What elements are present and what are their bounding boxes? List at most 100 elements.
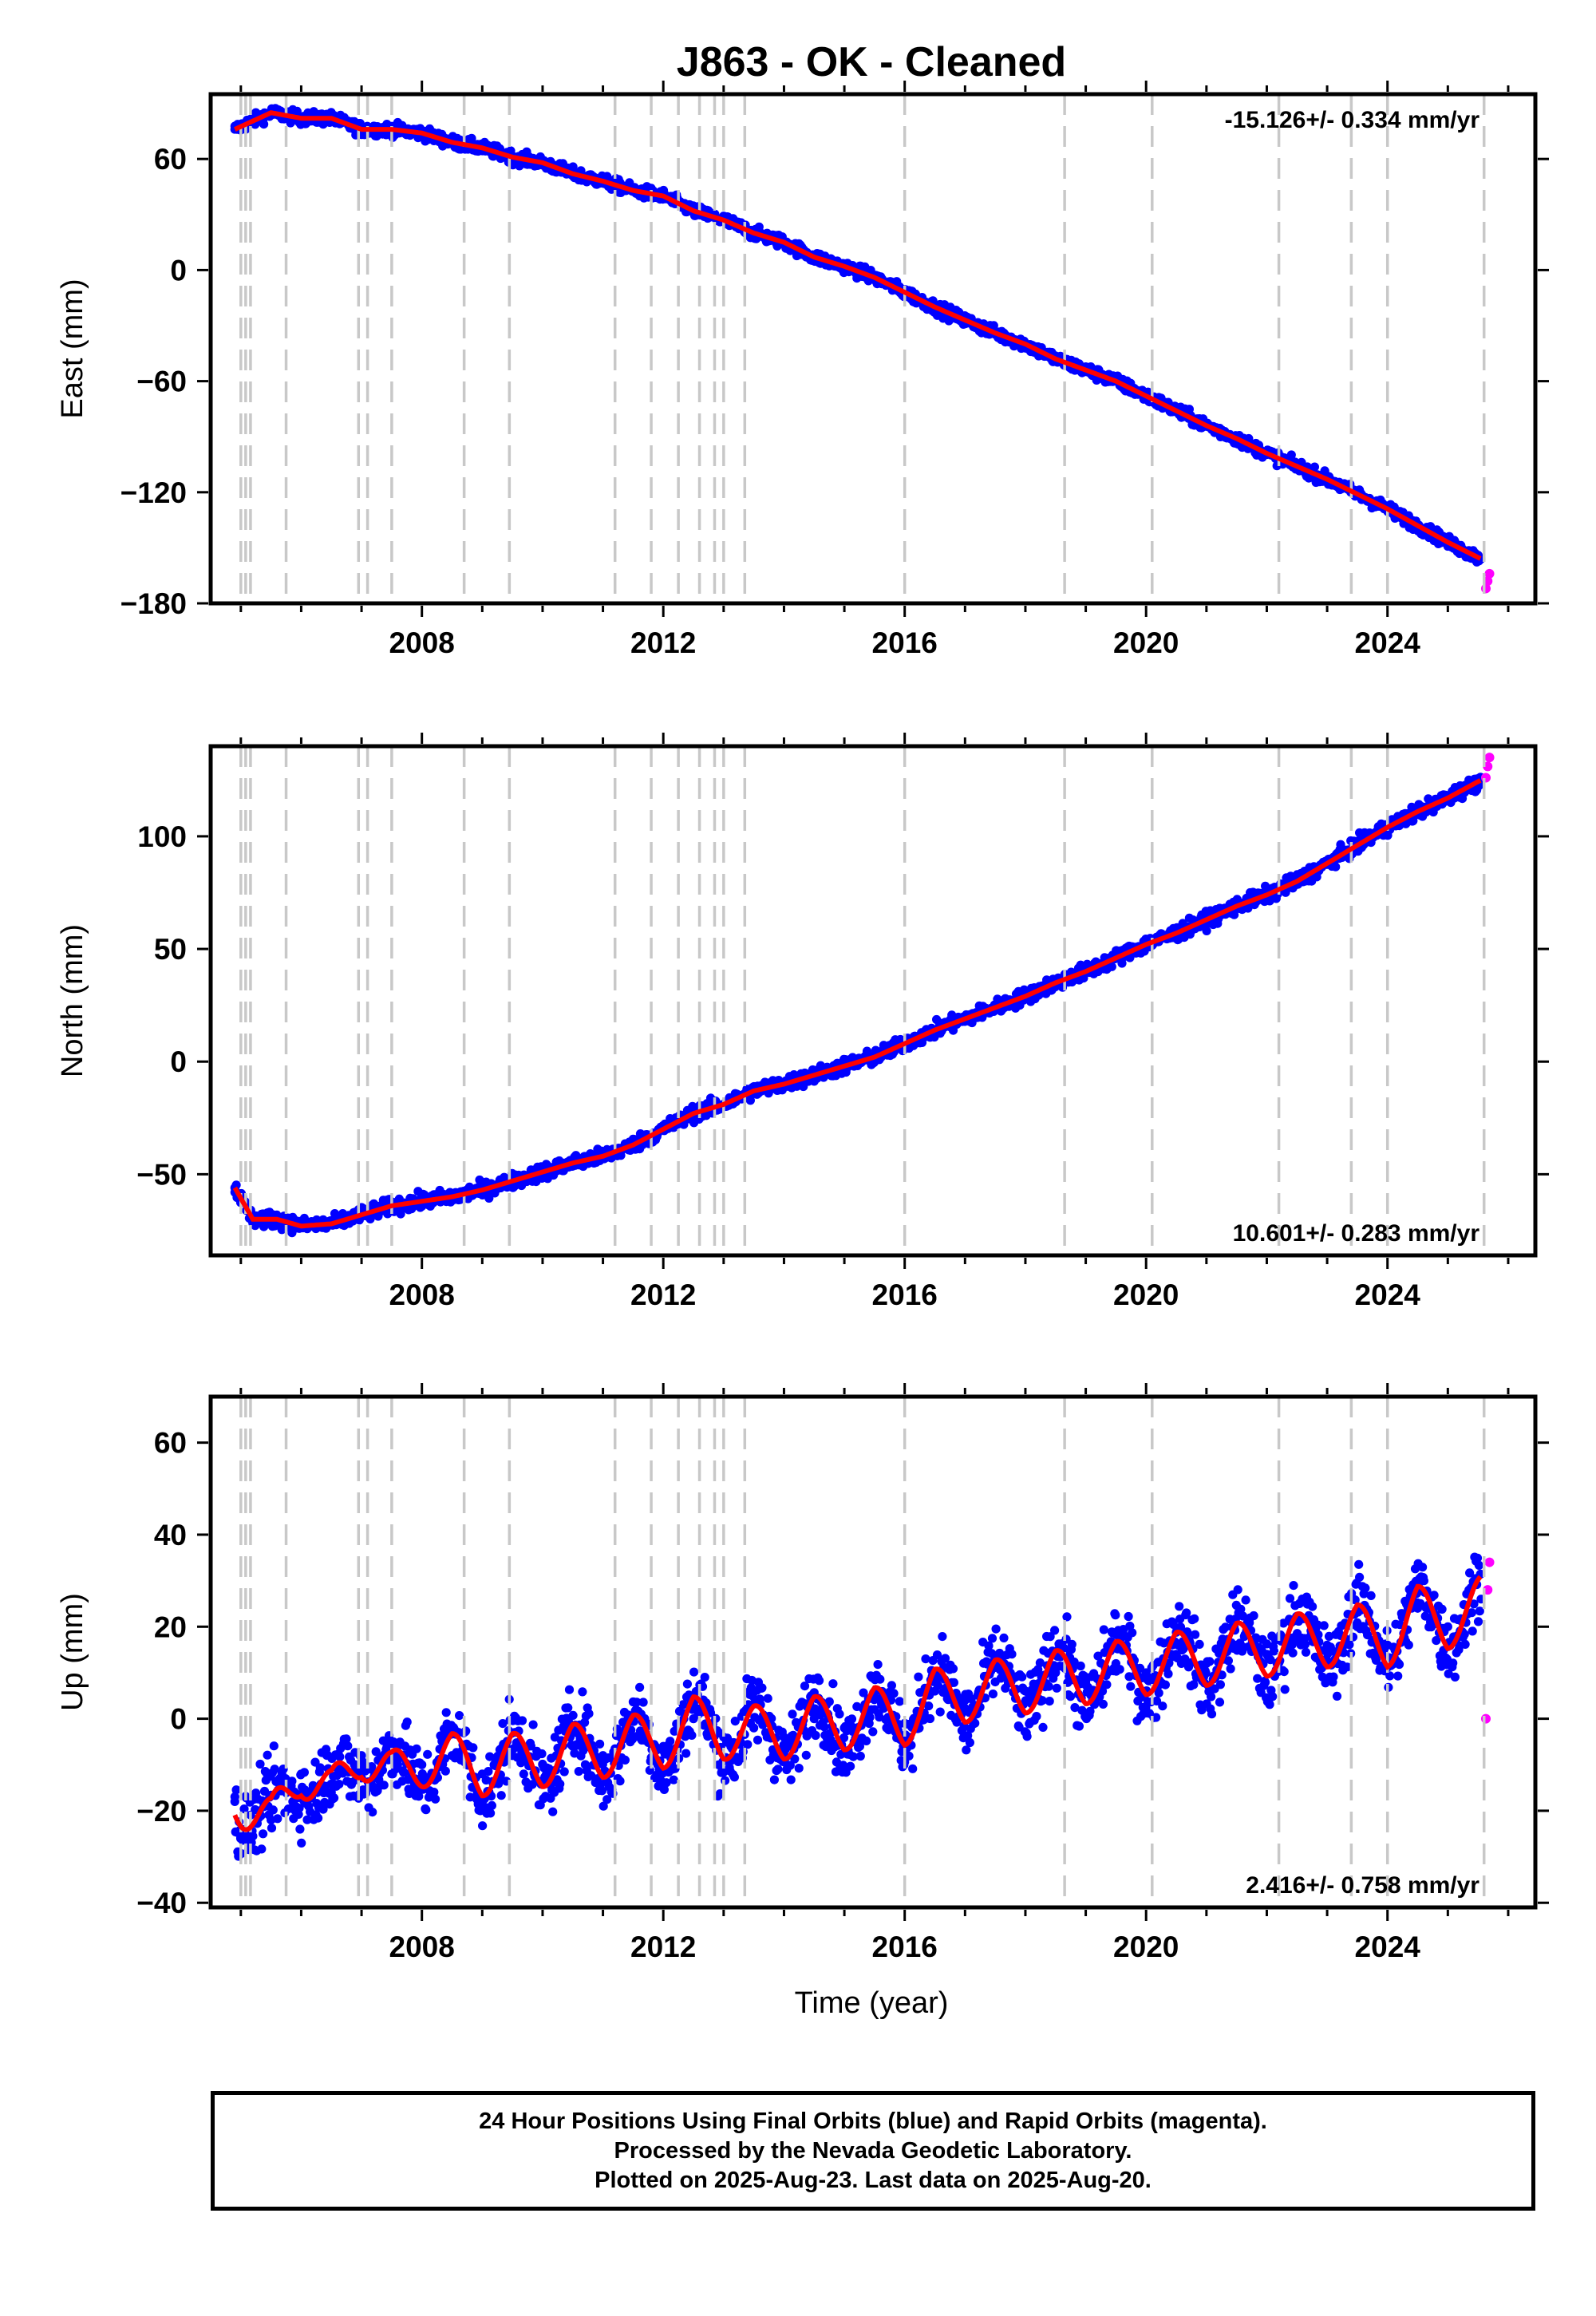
up-final-point: [568, 1710, 578, 1720]
up-final-point: [1124, 1611, 1133, 1622]
north-final-point: [1202, 926, 1211, 935]
up-final-point: [334, 1780, 344, 1789]
up-final-point: [811, 1730, 820, 1741]
up-final-point: [757, 1683, 767, 1693]
north-x-tick-label: 2012: [630, 1279, 696, 1311]
up-final-point: [859, 1688, 868, 1697]
up-final-point: [343, 1741, 353, 1751]
up-final-point: [721, 1776, 730, 1785]
up-final-point: [1098, 1699, 1108, 1709]
up-final-point: [455, 1711, 464, 1721]
up-final-point: [729, 1773, 740, 1782]
up-final-point: [399, 1768, 409, 1777]
up-final-point: [431, 1794, 440, 1804]
east-y-tick-label: −120: [120, 476, 187, 509]
up-final-point: [1044, 1682, 1053, 1691]
east-x-tick-label: 2024: [1355, 626, 1421, 659]
up-final-point: [839, 1761, 848, 1770]
up-final-point: [820, 1722, 829, 1732]
up-final-point: [935, 1707, 945, 1717]
east-y-tick-label: −180: [120, 587, 187, 620]
up-final-point: [1045, 1697, 1054, 1706]
up-final-point: [794, 1764, 804, 1773]
north-x-tick-label: 2024: [1355, 1279, 1421, 1311]
up-final-point: [887, 1681, 896, 1690]
east-plot-frame: [208, 92, 1538, 606]
up-final-point: [1017, 1672, 1027, 1682]
up-final-point: [1035, 1658, 1045, 1668]
up-final-point: [269, 1741, 279, 1751]
east-final-point: [259, 120, 269, 129]
up-final-point: [689, 1667, 699, 1677]
up-final-point: [620, 1755, 630, 1765]
up-final-point: [1093, 1651, 1103, 1661]
up-final-point: [598, 1801, 608, 1811]
up-final-point: [528, 1720, 538, 1729]
up-final-point: [486, 1808, 496, 1818]
up-final-point: [924, 1701, 934, 1711]
up-final-point: [584, 1709, 594, 1718]
up-final-point: [595, 1739, 605, 1749]
up-final-point: [965, 1737, 974, 1748]
up-final-point: [638, 1697, 648, 1707]
up-final-point: [984, 1641, 994, 1650]
up-final-point: [790, 1754, 800, 1764]
up-final-point: [889, 1689, 899, 1698]
north-y-tick-label: 50: [154, 933, 187, 966]
north-final-point: [745, 1096, 756, 1105]
up-final-point: [468, 1743, 478, 1753]
up-final-point: [526, 1741, 536, 1751]
up-final-point: [1085, 1706, 1095, 1716]
north-rapid-point: [1480, 773, 1491, 783]
up-final-point: [1032, 1712, 1041, 1721]
up-final-point: [875, 1674, 885, 1684]
up-final-point: [1033, 1665, 1043, 1674]
up-final-point: [1038, 1722, 1048, 1732]
up-final-point: [268, 1805, 278, 1815]
north-final-point: [1230, 910, 1239, 919]
up-final-point: [970, 1718, 980, 1728]
up-final-point: [991, 1624, 1001, 1634]
up-final-point: [773, 1765, 783, 1774]
up-final-point: [987, 1634, 998, 1643]
up-final-point: [700, 1673, 709, 1682]
up-final-point: [1052, 1683, 1061, 1693]
up-final-point: [597, 1786, 607, 1796]
up-final-point: [440, 1766, 450, 1776]
up-final-point: [559, 1767, 569, 1777]
up-final-point: [1124, 1672, 1134, 1682]
up-final-point: [318, 1804, 328, 1814]
up-final-point: [615, 1777, 625, 1786]
up-final-point: [921, 1654, 930, 1664]
north-final-point: [1107, 962, 1116, 971]
up-final-point: [1152, 1713, 1161, 1722]
up-final-point: [730, 1717, 740, 1726]
up-final-point: [239, 1804, 249, 1814]
up-final-point: [895, 1697, 904, 1706]
up-final-point: [938, 1632, 947, 1642]
up-final-point: [908, 1764, 918, 1773]
up-final-point: [835, 1709, 844, 1719]
up-final-point: [342, 1734, 351, 1744]
up-final-point: [578, 1687, 587, 1697]
east-x-tick-label: 2020: [1113, 626, 1179, 659]
up-final-point: [753, 1735, 763, 1745]
east-y-tick-label: 60: [154, 143, 187, 176]
up-final-point: [1037, 1696, 1047, 1705]
up-final-point: [1022, 1732, 1032, 1741]
up-final-point: [412, 1744, 421, 1753]
up-final-point: [423, 1749, 433, 1759]
up-final-point: [537, 1749, 547, 1759]
up-final-point: [678, 1700, 688, 1709]
up-final-point: [519, 1769, 528, 1779]
up-final-point: [662, 1778, 671, 1788]
north-data-points: [230, 753, 1495, 1238]
east-x-tick-label: 2008: [389, 626, 455, 659]
up-final-point: [429, 1788, 439, 1797]
up-final-point: [865, 1713, 875, 1722]
north-y-tick-label: 100: [137, 820, 187, 853]
